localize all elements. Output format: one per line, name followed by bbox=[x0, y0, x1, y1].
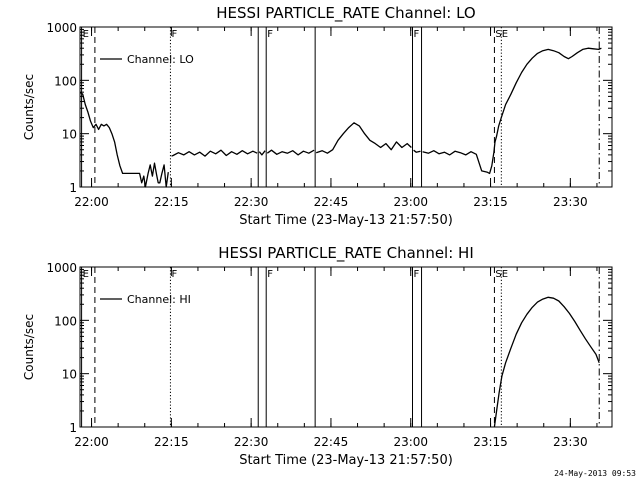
x-tick-label: 22:00 bbox=[74, 195, 109, 209]
event-marker-label: F bbox=[267, 269, 273, 280]
x-tick-label: 22:45 bbox=[314, 435, 349, 449]
x-axis-label: Start Time (23-May-13 21:57:50) bbox=[239, 453, 453, 468]
event-marker-label: F bbox=[171, 269, 177, 280]
chart-title: HESSI PARTICLE_RATE Channel: LO bbox=[216, 4, 475, 23]
x-tick-label: 22:00 bbox=[74, 435, 109, 449]
series-line-segment bbox=[79, 91, 169, 188]
x-tick-label: 23:00 bbox=[393, 195, 428, 209]
event-marker-label: F bbox=[267, 29, 273, 40]
series-line-segment bbox=[493, 296, 600, 428]
x-tick-label: 23:15 bbox=[473, 435, 508, 449]
series-line-segment bbox=[266, 149, 315, 156]
y-axis-label: Counts/sec bbox=[22, 74, 36, 140]
footer-timestamp: 24-May-2013 09:53 bbox=[554, 469, 636, 478]
x-axis-label: Start Time (23-May-13 21:57:50) bbox=[239, 213, 453, 228]
plot-frame bbox=[79, 26, 613, 188]
x-tick-label: 22:15 bbox=[154, 195, 189, 209]
series-line-segment bbox=[315, 122, 412, 154]
series-line-segment bbox=[258, 150, 266, 156]
x-tick-label: 22:30 bbox=[234, 435, 269, 449]
x-tick-label: 22:30 bbox=[234, 195, 269, 209]
x-tick-label: 22:15 bbox=[154, 435, 189, 449]
y-tick-label: 1 bbox=[69, 421, 77, 435]
series-line-segment bbox=[171, 149, 258, 157]
chart-panel-lo: HESSI PARTICLE_RATE Channel: LO Counts/se… bbox=[22, 4, 613, 228]
series-line-segment bbox=[413, 149, 421, 153]
y-tick-label: 10 bbox=[62, 368, 77, 382]
x-tick-label: 23:15 bbox=[473, 195, 508, 209]
y-tick-label: 100 bbox=[54, 74, 77, 88]
event-marker-label: E bbox=[83, 29, 89, 40]
series-line-segment bbox=[422, 47, 602, 175]
plot-frame bbox=[79, 266, 613, 428]
y-axis-label: Counts/sec bbox=[22, 314, 36, 380]
event-marker-label: F bbox=[414, 29, 420, 40]
y-tick-label: 1 bbox=[69, 181, 77, 195]
legend-label: Channel: LO bbox=[127, 53, 194, 66]
legend-label: Channel: HI bbox=[127, 293, 191, 306]
event-marker-label: F bbox=[171, 29, 177, 40]
y-tick-label: 100 bbox=[54, 314, 77, 328]
chart-panel-hi: HESSI PARTICLE_RATE Channel: HI Counts/se… bbox=[22, 244, 613, 468]
y-tick-label: 1000 bbox=[46, 261, 77, 275]
event-marker-label: F bbox=[414, 269, 420, 280]
event-marker-label: E bbox=[83, 269, 89, 280]
x-tick-label: 23:30 bbox=[553, 195, 588, 209]
x-tick-label: 23:30 bbox=[553, 435, 588, 449]
chart-title: HESSI PARTICLE_RATE Channel: HI bbox=[218, 244, 474, 263]
y-tick-label: 1000 bbox=[46, 21, 77, 35]
x-tick-label: 23:00 bbox=[393, 435, 428, 449]
x-tick-label: 22:45 bbox=[314, 195, 349, 209]
y-tick-label: 10 bbox=[62, 128, 77, 142]
